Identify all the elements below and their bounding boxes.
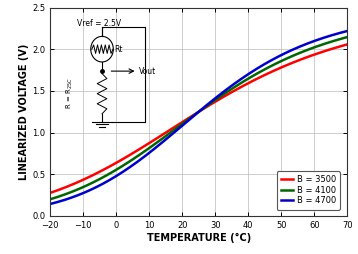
- Y-axis label: LINEARIZED VOLTAGE (V): LINEARIZED VOLTAGE (V): [19, 44, 29, 180]
- B = 4100: [48, 198, 52, 201]
- Text: Vout: Vout: [139, 67, 156, 76]
- X-axis label: TEMPERATURE (°C): TEMPERATURE (°C): [146, 233, 251, 243]
- Text: Vref = 2.5V: Vref = 2.5V: [77, 19, 121, 28]
- B = 4100: [189, 116, 193, 119]
- B = 3500: [48, 191, 52, 194]
- B = 4100: [338, 38, 342, 41]
- B = 4700: [225, 88, 229, 91]
- B = 3500: [225, 93, 229, 96]
- B = 4700: [209, 100, 213, 103]
- Legend: B = 3500, B = 4100, B = 4700: B = 3500, B = 4100, B = 4700: [277, 171, 340, 210]
- B = 3500: [209, 103, 213, 106]
- B = 3500: [345, 43, 349, 46]
- B = 3500: [189, 115, 193, 118]
- Line: B = 3500: B = 3500: [50, 44, 347, 193]
- B = 3500: [191, 114, 195, 117]
- Line: B = 4700: B = 4700: [50, 31, 347, 204]
- B = 4700: [191, 115, 195, 118]
- B = 4700: [291, 48, 296, 51]
- B = 4100: [225, 90, 229, 93]
- B = 4100: [345, 36, 349, 39]
- B = 4700: [338, 31, 342, 34]
- Text: R = R$_{25C}$: R = R$_{25C}$: [65, 77, 75, 109]
- B = 4100: [291, 54, 296, 57]
- B = 4100: [209, 102, 213, 105]
- B = 4700: [345, 29, 349, 33]
- Line: B = 4100: B = 4100: [50, 37, 347, 199]
- B = 3500: [338, 45, 342, 48]
- B = 4700: [48, 202, 52, 205]
- Text: Rt: Rt: [115, 45, 123, 54]
- B = 4700: [189, 117, 193, 120]
- B = 4100: [191, 114, 195, 117]
- B = 3500: [291, 61, 296, 64]
